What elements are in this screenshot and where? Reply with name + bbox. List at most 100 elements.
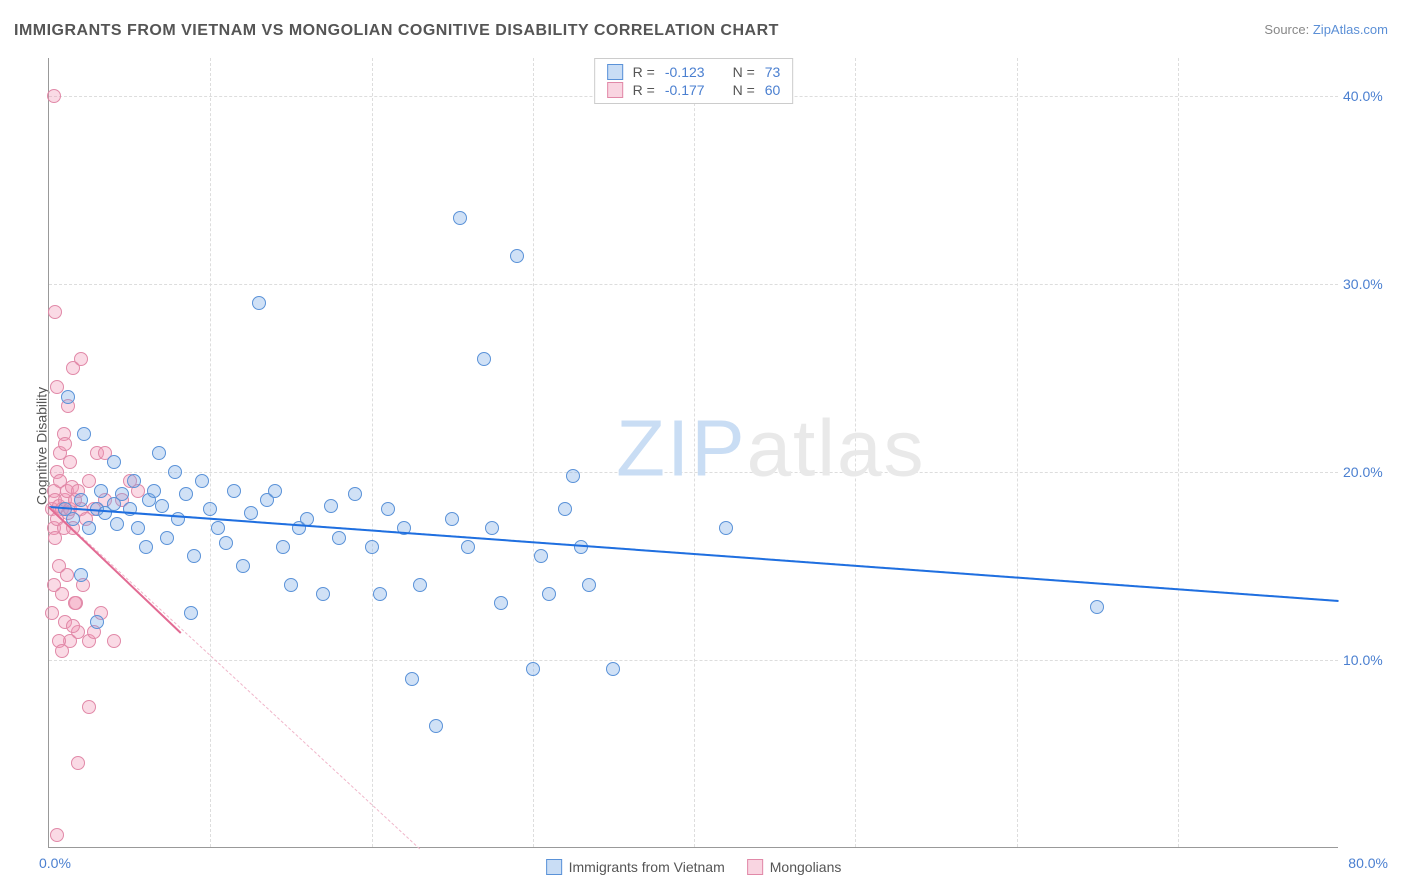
data-point-a <box>90 615 104 629</box>
y-tick-label: 40.0% <box>1343 88 1398 104</box>
data-point-b <box>66 619 80 633</box>
gridline-v <box>533 58 534 847</box>
y-tick-label: 20.0% <box>1343 464 1398 480</box>
data-point-a <box>582 578 596 592</box>
data-point-a <box>152 446 166 460</box>
n-value-b: 60 <box>765 82 781 98</box>
legend-label-b: Mongolians <box>770 859 842 875</box>
legend-item-b: Mongolians <box>747 859 842 875</box>
data-point-a <box>171 512 185 526</box>
source-attribution: Source: ZipAtlas.com <box>1264 22 1388 37</box>
data-point-a <box>445 512 459 526</box>
data-point-a <box>284 578 298 592</box>
data-point-a <box>485 521 499 535</box>
data-point-a <box>510 249 524 263</box>
swatch-a-icon <box>546 859 562 875</box>
data-point-a <box>110 517 124 531</box>
data-point-a <box>461 540 475 554</box>
data-point-b <box>107 634 121 648</box>
data-point-a <box>348 487 362 501</box>
data-point-a <box>139 540 153 554</box>
n-label: N = <box>733 64 755 80</box>
data-point-a <box>82 521 96 535</box>
x-tick-max: 80.0% <box>1348 855 1388 871</box>
data-point-a <box>244 506 258 520</box>
r-label: R = <box>633 64 655 80</box>
data-point-a <box>316 587 330 601</box>
data-point-a <box>719 521 733 535</box>
r-value-b: -0.177 <box>665 82 705 98</box>
data-point-a <box>187 549 201 563</box>
data-point-a <box>494 596 508 610</box>
data-point-a <box>195 474 209 488</box>
data-point-a <box>373 587 387 601</box>
data-point-a <box>127 474 141 488</box>
swatch-b-icon <box>747 859 763 875</box>
data-point-a <box>252 296 266 310</box>
data-point-b <box>47 89 61 103</box>
data-point-b <box>47 578 61 592</box>
data-point-a <box>268 484 282 498</box>
scatter-plot: ZIPatlas R = -0.123 N = 73 R = -0.177 N … <box>48 58 1338 848</box>
data-point-b <box>63 455 77 469</box>
source-label: Source: <box>1264 22 1309 37</box>
data-point-b <box>58 437 72 451</box>
data-point-a <box>526 662 540 676</box>
data-point-a <box>477 352 491 366</box>
watermark: ZIPatlas <box>616 402 925 494</box>
swatch-b-icon <box>607 82 623 98</box>
data-point-a <box>147 484 161 498</box>
data-point-a <box>61 390 75 404</box>
trend-line <box>48 506 420 849</box>
data-point-a <box>558 502 572 516</box>
data-point-a <box>453 211 467 225</box>
data-point-a <box>184 606 198 620</box>
legend-stats-row-a: R = -0.123 N = 73 <box>607 63 781 81</box>
data-point-b <box>48 305 62 319</box>
legend-item-a: Immigrants from Vietnam <box>546 859 725 875</box>
gridline-v <box>210 58 211 847</box>
watermark-zip: ZIP <box>616 403 746 492</box>
data-point-b <box>50 828 64 842</box>
watermark-atlas: atlas <box>747 403 926 492</box>
data-point-a <box>227 484 241 498</box>
n-value-a: 73 <box>765 64 781 80</box>
data-point-a <box>1090 600 1104 614</box>
data-point-a <box>74 568 88 582</box>
y-tick-label: 30.0% <box>1343 276 1398 292</box>
legend-series: Immigrants from Vietnam Mongolians <box>546 859 842 875</box>
data-point-a <box>534 549 548 563</box>
data-point-a <box>381 502 395 516</box>
r-label: R = <box>633 82 655 98</box>
legend-stats-row-b: R = -0.177 N = 60 <box>607 81 781 99</box>
data-point-b <box>45 606 59 620</box>
data-point-a <box>155 499 169 513</box>
data-point-a <box>276 540 290 554</box>
data-point-a <box>160 531 174 545</box>
data-point-a <box>211 521 225 535</box>
gridline-v <box>855 58 856 847</box>
r-value-a: -0.123 <box>665 64 705 80</box>
data-point-a <box>332 531 346 545</box>
swatch-a-icon <box>607 64 623 80</box>
data-point-a <box>74 493 88 507</box>
data-point-a <box>203 502 217 516</box>
data-point-a <box>429 719 443 733</box>
data-point-a <box>566 469 580 483</box>
data-point-a <box>413 578 427 592</box>
gridline-v <box>1178 58 1179 847</box>
legend-label-a: Immigrants from Vietnam <box>569 859 725 875</box>
n-label: N = <box>733 82 755 98</box>
gridline-v <box>694 58 695 847</box>
data-point-a <box>606 662 620 676</box>
data-point-a <box>219 536 233 550</box>
data-point-a <box>236 559 250 573</box>
x-tick-min: 0.0% <box>39 855 71 871</box>
gridline-v <box>372 58 373 847</box>
data-point-a <box>107 455 121 469</box>
data-point-b <box>60 568 74 582</box>
legend-stats: R = -0.123 N = 73 R = -0.177 N = 60 <box>594 58 794 104</box>
data-point-b <box>55 644 69 658</box>
data-point-a <box>405 672 419 686</box>
data-point-a <box>542 587 556 601</box>
